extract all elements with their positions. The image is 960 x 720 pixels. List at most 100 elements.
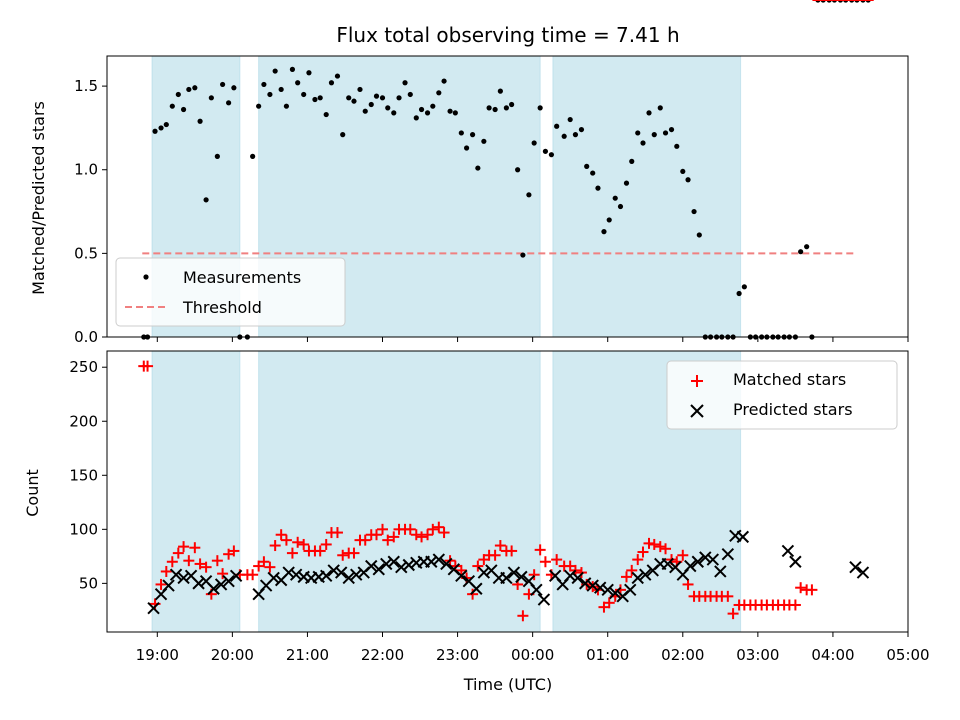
measurement-point: [175, 91, 181, 98]
matched-star-marker: [320, 538, 332, 550]
predicted-star-marker: [432, 553, 446, 566]
measurement-point: [629, 158, 635, 164]
measurement-point: [567, 116, 573, 123]
predicted-star-marker: [781, 544, 795, 558]
legend-predicted-marker: [690, 404, 704, 418]
measurement-point: [180, 106, 187, 113]
y-tick-label: 0.5: [74, 244, 98, 262]
measurement-point: [463, 145, 470, 151]
matched-star-marker: [211, 555, 223, 567]
measurement-point: [261, 81, 267, 88]
measurement-point: [231, 85, 237, 91]
measurement-point: [334, 73, 341, 79]
measurement-point: [436, 90, 442, 96]
predicted-star-marker: [586, 579, 599, 592]
bottom-axes-frame: [106, 350, 909, 633]
matched-star-marker: [166, 556, 178, 568]
predicted-star-marker: [714, 565, 727, 578]
matched-star-marker: [404, 523, 416, 535]
matched-star-marker: [539, 556, 551, 568]
top-x-ticks: [156, 337, 909, 342]
matched-star-marker: [331, 527, 343, 539]
measurement-point: [526, 192, 532, 198]
predicted-star-marker: [380, 557, 393, 571]
measurement-point: [396, 95, 402, 101]
x-tick-label: 21:00: [286, 646, 329, 664]
top-y-ticks: 0.0 0.5 1.0 1.5: [74, 77, 107, 346]
measurement-point: [798, 249, 804, 255]
measurement-point: [391, 110, 397, 116]
measurement-point: [741, 284, 747, 290]
measurement-point: [283, 103, 290, 109]
predicted-star-marker: [571, 571, 584, 585]
predicted-star-marker: [578, 577, 592, 590]
matched-star-marker: [433, 521, 445, 533]
predicted-star-marker: [282, 566, 295, 579]
y-tick-label: 150: [69, 466, 98, 484]
matched-star-marker: [359, 534, 371, 546]
measurement-point: [220, 81, 226, 88]
predicted-star-marker: [691, 555, 705, 568]
predicted-star-marker: [856, 566, 870, 579]
matched-star-marker: [632, 554, 644, 566]
predicted-star-marker: [365, 559, 378, 573]
matched-star-marker: [275, 529, 287, 541]
matched-star-marker: [280, 534, 292, 546]
matched-star-marker: [789, 599, 801, 611]
measurement-point: [646, 110, 652, 116]
matched-star-marker: [806, 584, 818, 596]
predicted-star-marker: [267, 571, 280, 585]
matched-star-marker: [455, 564, 467, 576]
predicted-star-marker: [507, 566, 521, 579]
matched-star-marker: [551, 554, 563, 566]
measurement-points: [141, 0, 871, 340]
matched-star-marker: [654, 541, 666, 553]
measurement-point: [362, 108, 368, 114]
measurement-point: [152, 128, 158, 134]
matched-star-marker: [348, 547, 360, 559]
observing-interval: [552, 55, 742, 338]
predicted-star-marker: [214, 578, 228, 591]
x-tick-label: 00:00: [511, 646, 554, 664]
predicted-star-marker: [736, 530, 750, 544]
predicted-star-marker: [289, 568, 303, 581]
x-tick-label: 20:00: [211, 646, 254, 664]
legend-predicted-label: Predicted stars: [733, 400, 853, 419]
observing-interval: [258, 350, 541, 633]
x-tick-label: 02:00: [661, 646, 704, 664]
bottom-observing-intervals: [151, 350, 742, 633]
x-tick-label: 05:00: [886, 646, 929, 664]
matched-star-marker: [528, 569, 540, 581]
measurement-point: [158, 125, 164, 131]
measurement-point: [554, 123, 560, 129]
measurement-point: [452, 110, 458, 116]
y-tick-label: 1.0: [74, 161, 98, 179]
matched-star-marker: [472, 560, 484, 572]
measurement-point: [295, 80, 301, 86]
x-tick-label: 04:00: [811, 646, 854, 664]
matched-star-marker: [489, 549, 501, 561]
measurement-point: [640, 140, 646, 146]
matched-star-marker: [467, 588, 479, 600]
measurement-point: [584, 163, 590, 169]
predicted-star-marker: [335, 566, 348, 579]
matched-star-marker: [438, 527, 450, 539]
measurement-point: [186, 86, 192, 93]
predicted-star-marker: [789, 555, 802, 568]
matched-star-marker: [534, 544, 546, 556]
matched-star-marker: [620, 571, 632, 583]
measurement-point: [373, 93, 380, 99]
matched-star-marker: [677, 549, 689, 561]
y-tick-label: 50: [79, 574, 98, 592]
measurement-point: [407, 91, 413, 98]
measurement-point: [578, 126, 585, 133]
matched-star-marker: [722, 590, 734, 602]
predicted-star-marker: [624, 583, 637, 597]
measurement-point: [208, 95, 214, 101]
measurement-point: [328, 80, 335, 86]
matched-star-marker: [286, 547, 298, 559]
predicted-star-marker: [594, 581, 607, 594]
matched-star-marker: [660, 543, 672, 555]
measurement-point: [481, 138, 487, 144]
